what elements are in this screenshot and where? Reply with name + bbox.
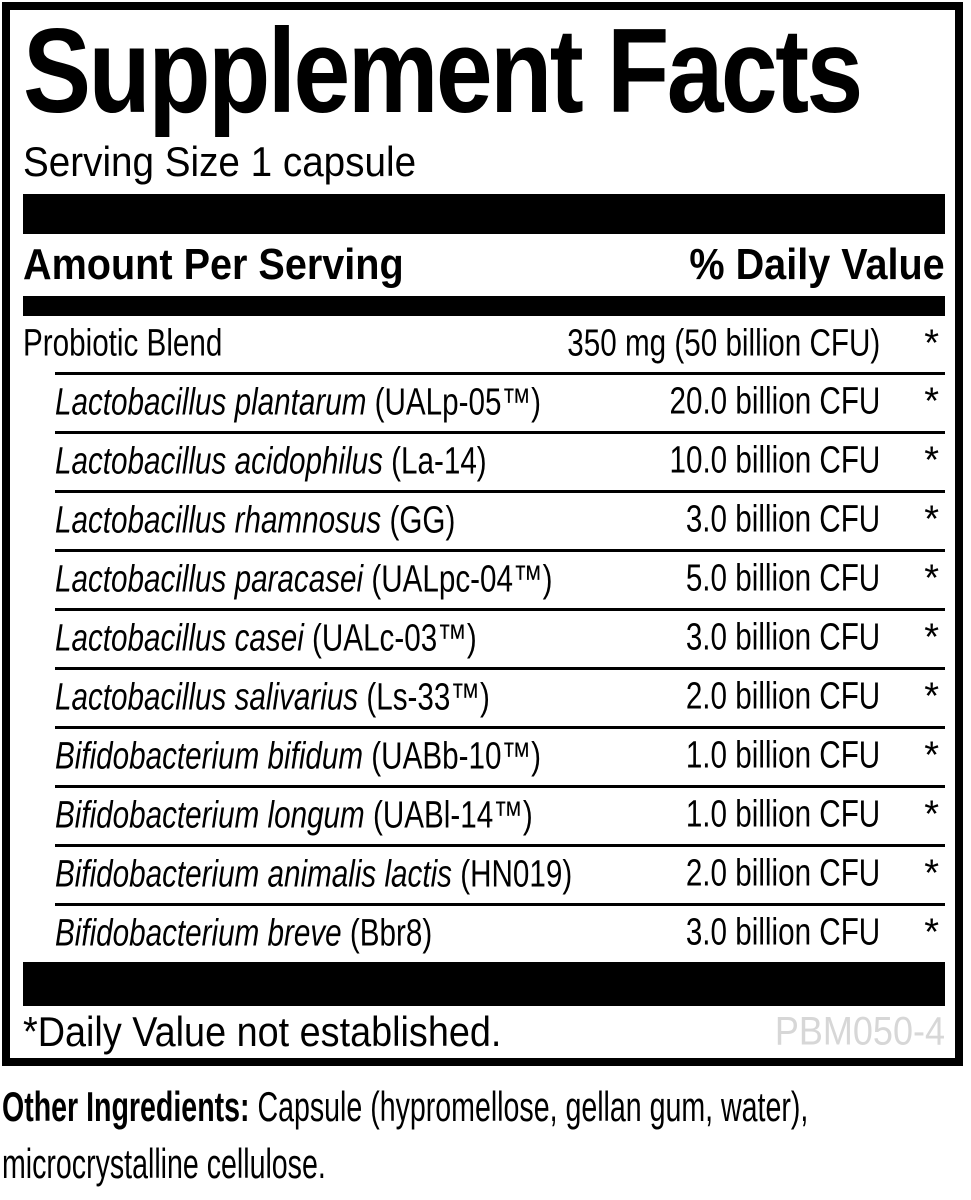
species-name: Lactobacillus rhamnosus [55, 499, 382, 541]
daily-value-asterisk: * [924, 852, 939, 894]
footnote-row: *Daily Value not established. PBM050-4 [23, 1006, 945, 1058]
daily-value-asterisk: * [924, 616, 939, 658]
strain-id: (GG) [381, 499, 456, 541]
table-row-strain: Lactobacillus salivarius (Ls-33™) 2.0 bi… [23, 667, 945, 726]
species-name: Lactobacillus casei [55, 617, 304, 659]
species-name: Bifidobacterium longum [55, 794, 365, 836]
daily-value-asterisk: * [924, 380, 939, 422]
ingredient-name: Bifidobacterium animalis lactis (HN019) [55, 853, 572, 896]
amount-value: 5.0 billion CFU [685, 557, 880, 599]
species-name: Bifidobacterium breve [55, 912, 342, 954]
daily-value-asterisk: * [924, 322, 939, 365]
species-name: Bifidobacterium bifidum [55, 735, 364, 777]
other-ingredients-label: Other Ingredients: [2, 1083, 250, 1130]
divider-bar-thick-top [23, 194, 945, 234]
other-ingredients-line2: microcrystalline cellulose. [2, 1140, 326, 1187]
amount-value: 3.0 billion CFU [685, 498, 880, 540]
daily-value-asterisk: * [924, 675, 939, 717]
serving-size: Serving Size 1 capsule [23, 138, 417, 185]
ingredient-name: Lactobacillus plantarum (UALp-05™) [55, 381, 541, 424]
strain-id: (UALpc-04™) [363, 558, 553, 600]
amount-value: 2.0 billion CFU [685, 852, 880, 894]
table-row-strain: Bifidobacterium breve (Bbr8) 3.0 billion… [23, 903, 945, 962]
footnote-daily-value: *Daily Value not established. [23, 1008, 502, 1055]
panel-title: Supplement Facts [23, 4, 863, 138]
species-name: Lactobacillus acidophilus [55, 440, 383, 482]
strain-id: (UABb-10™) [363, 735, 541, 777]
amount-value: 1.0 billion CFU [685, 734, 880, 776]
ingredient-name: Lactobacillus salivarius (Ls-33™) [55, 676, 490, 719]
strain-id: (UABl-14™) [364, 794, 533, 836]
table-row-strain: Lactobacillus acidophilus (La-14) 10.0 b… [23, 431, 945, 490]
ingredient-name: Lactobacillus paracasei (UALpc-04™) [55, 558, 553, 601]
table-row-strain: Bifidobacterium longum (UABl-14™) 1.0 bi… [23, 785, 945, 844]
amount-value: 20.0 billion CFU [669, 380, 880, 422]
table-row-strain: Lactobacillus rhamnosus (GG) 3.0 billion… [23, 490, 945, 549]
daily-value-asterisk: * [924, 439, 939, 481]
table-row-blend: Probiotic Blend 350 mg (50 billion CFU) … [23, 316, 945, 372]
species-name: Lactobacillus salivarius [55, 676, 359, 718]
daily-value-asterisk: * [924, 498, 939, 540]
divider-bar-thick-bottom [23, 962, 945, 1006]
table-row-strain: Lactobacillus plantarum (UALp-05™) 20.0 … [23, 372, 945, 431]
daily-value-asterisk: * [924, 557, 939, 599]
table-row-strain: Lactobacillus casei (UALc-03™) 3.0 billi… [23, 608, 945, 667]
species-name: Lactobacillus paracasei [55, 558, 364, 600]
daily-value-asterisk: * [924, 793, 939, 835]
species-name: Bifidobacterium animalis lactis [55, 853, 453, 895]
amount-value: 3.0 billion CFU [685, 616, 880, 658]
species-name: Lactobacillus plantarum [55, 381, 367, 423]
ingredient-name: Lactobacillus casei (UALc-03™) [55, 617, 477, 660]
product-code: PBM050-4 [774, 1009, 945, 1054]
table-row-strain: Bifidobacterium animalis lactis (HN019) … [23, 844, 945, 903]
ingredient-name: Bifidobacterium bifidum (UABb-10™) [55, 735, 541, 778]
amount-value: 1.0 billion CFU [685, 793, 880, 835]
ingredient-name: Bifidobacterium breve (Bbr8) [55, 912, 432, 955]
divider-bar-thin [23, 296, 945, 316]
ingredient-name: Bifidobacterium longum (UABl-14™) [55, 794, 533, 837]
other-ingredients-line1: Capsule (hypromellose, gellan gum, water… [249, 1083, 809, 1130]
other-ingredients: Other Ingredients: Capsule (hypromellose… [2, 1078, 913, 1192]
strain-id: (La-14) [382, 440, 487, 482]
table-row-strain: Lactobacillus paracasei (UALpc-04™) 5.0 … [23, 549, 945, 608]
ingredient-name: Lactobacillus rhamnosus (GG) [55, 499, 455, 542]
strain-id: (UALc-03™) [303, 617, 477, 659]
strain-id: (UALp-05™) [366, 381, 542, 423]
table-row-strain: Bifidobacterium bifidum (UABb-10™) 1.0 b… [23, 726, 945, 785]
column-header-amount: Amount Per Serving [23, 240, 404, 289]
amount-value: 3.0 billion CFU [685, 911, 880, 953]
supplement-facts-panel: Supplement Facts Serving Size 1 capsule … [2, 2, 963, 1066]
table-header-row: Amount Per Serving % Daily Value [23, 234, 945, 296]
ingredient-name: Probiotic Blend [23, 322, 223, 365]
strain-id: (HN019) [452, 853, 573, 895]
strain-id: (Bbr8) [341, 912, 433, 954]
amount-value: 350 mg (50 billion CFU) [567, 322, 880, 365]
ingredient-name: Lactobacillus acidophilus (La-14) [55, 440, 487, 483]
amount-value: 2.0 billion CFU [685, 675, 880, 717]
column-header-daily-value: % Daily Value [689, 240, 945, 289]
amount-value: 10.0 billion CFU [669, 439, 880, 481]
daily-value-asterisk: * [924, 911, 939, 953]
daily-value-asterisk: * [924, 734, 939, 776]
strain-id: (Ls-33™) [358, 676, 490, 718]
